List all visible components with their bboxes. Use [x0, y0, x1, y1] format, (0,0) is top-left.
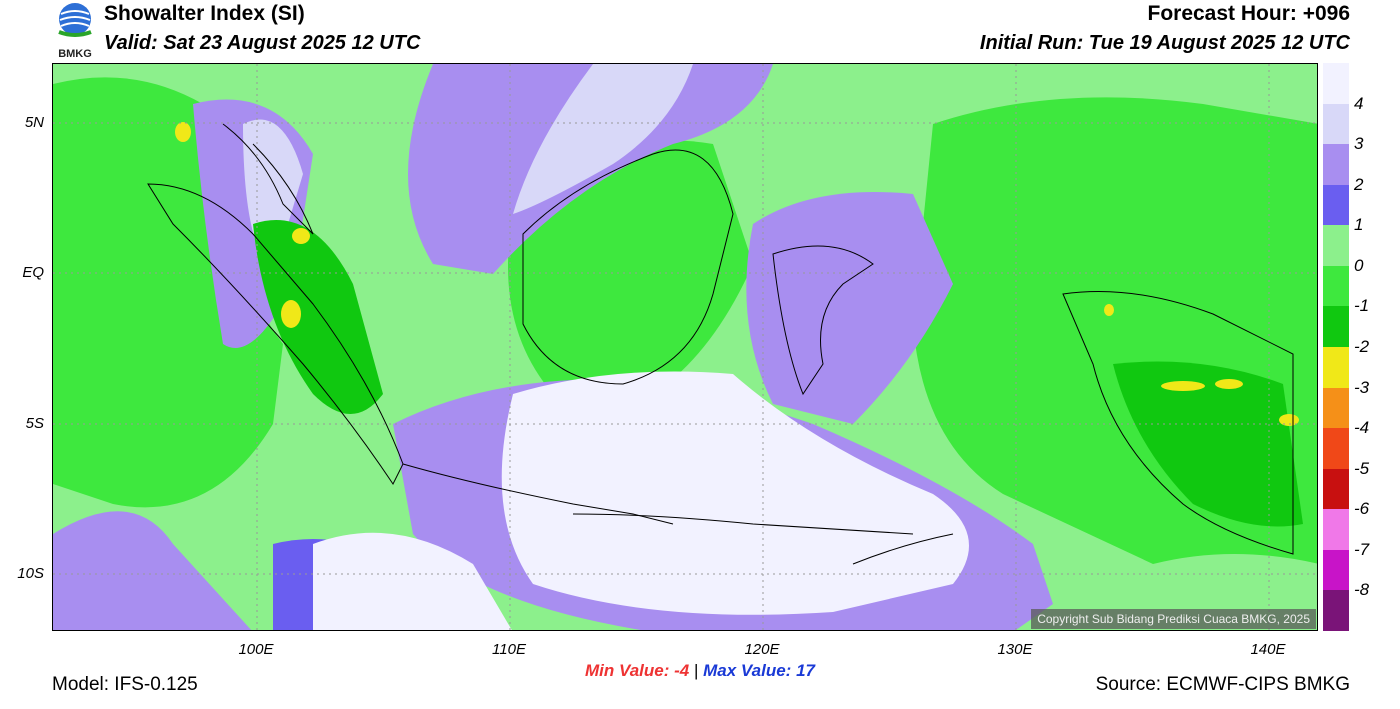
- yellow-pocket-1: [175, 122, 191, 142]
- colorbar-label: -2: [1354, 337, 1370, 356]
- colorbar-segment: [1323, 306, 1349, 348]
- white-region-south: [501, 371, 969, 615]
- coast-malay: [222, 123, 314, 235]
- colorbar-segment: [1323, 387, 1349, 429]
- coast-java: [402, 463, 674, 525]
- data-source: Source: ECMWF-CIPS BMKG: [1095, 674, 1350, 695]
- stats-separator: |: [693, 661, 699, 680]
- colorbar-segment: [1323, 184, 1349, 226]
- colorbar-segment: [1323, 509, 1349, 551]
- colorbar-segment: [1323, 144, 1349, 186]
- colorbar-label: -6: [1354, 499, 1370, 519]
- purple-band-indian-ocean: [53, 511, 252, 630]
- colorbar-label: -8: [1354, 580, 1370, 600]
- green-region-borneo: [508, 140, 753, 394]
- yellow-pocket-2: [292, 228, 310, 244]
- colorbar-label: -1: [1354, 296, 1370, 316]
- copyright-notice: Copyright Sub Bidang Prediksi Cuaca BMKG…: [1031, 609, 1316, 629]
- lat-label-5n: 5N: [24, 114, 44, 131]
- forecast-hour: Forecast Hour: +096: [1147, 2, 1351, 25]
- yellow-pocket-3: [281, 300, 301, 328]
- colorbar-segment: [1323, 468, 1349, 510]
- colorbar-segment: [1323, 549, 1349, 591]
- colorbar-label: 4: [1354, 93, 1364, 113]
- colorbar-segment: [1323, 590, 1349, 632]
- lat-label-5s: 5S: [25, 415, 44, 432]
- colorbar-label: -7: [1354, 539, 1370, 559]
- lon-label-100e: 100E: [238, 641, 274, 658]
- yellow-pocket-6: [1279, 414, 1299, 426]
- min-value: -4: [674, 661, 690, 680]
- max-value: 17: [796, 661, 815, 680]
- map-panel: [52, 63, 1318, 631]
- gridlines: [53, 64, 1317, 630]
- colorbar-segment: [1323, 225, 1349, 267]
- colorbar-label: 3: [1354, 134, 1364, 154]
- coast-sumatra: [147, 183, 404, 485]
- lon-label-120e: 120E: [744, 641, 780, 658]
- yellow-pocket-4: [1161, 381, 1205, 391]
- lon-label-110e: 110E: [492, 641, 526, 658]
- dark-green-papua: [1113, 361, 1303, 527]
- lon-label-140e: 140E: [1250, 641, 1286, 658]
- lat-label-eq: EQ: [22, 264, 44, 281]
- showalter-map: [53, 64, 1317, 630]
- model-name: Model: IFS-0.125: [52, 674, 198, 695]
- colorbar-segment: [1323, 63, 1349, 104]
- coast-timor: [852, 533, 954, 565]
- yellow-pocket-7: [1104, 304, 1114, 316]
- colorbar-segment: [1323, 347, 1349, 388]
- colorbar: [1323, 63, 1349, 632]
- coastlines: [147, 123, 1294, 565]
- coast-papua: [1062, 291, 1294, 555]
- logo-text: BMKG: [58, 48, 92, 60]
- yellow-pocket-5: [1215, 379, 1243, 389]
- min-max-values: Min Value: -4 | Max Value: 17: [0, 661, 1400, 681]
- coast-borneo: [522, 149, 734, 385]
- colorbar-label: -4: [1354, 418, 1370, 438]
- map-title: Showalter Index (SI): [104, 2, 305, 25]
- lon-label-130e: 130E: [997, 641, 1033, 658]
- colorbar-label: 1: [1354, 215, 1364, 235]
- lat-label-10s: 10S: [17, 565, 44, 582]
- initial-run: Initial Run: Tue 19 August 2025 12 UTC: [979, 32, 1350, 54]
- white-region-indian: [313, 532, 512, 630]
- colorbar-label: -3: [1354, 377, 1370, 397]
- purple-band-sulawesi: [746, 192, 953, 424]
- min-value-label: Min Value:: [585, 661, 670, 680]
- white-region-north: [513, 64, 693, 214]
- dark-green-sumatra: [253, 220, 383, 414]
- coast-sulawesi: [772, 245, 874, 396]
- bmkg-logo: BMKG: [52, 2, 98, 60]
- coast-nusa-tenggara: [572, 513, 914, 535]
- max-value-label: Max Value:: [703, 661, 792, 680]
- colorbar-label: 2: [1354, 174, 1364, 194]
- colorbar-label: 0: [1354, 255, 1364, 275]
- colorbar-segment: [1323, 428, 1349, 470]
- colorbar-segment: [1323, 265, 1349, 307]
- colorbar-label: -5: [1354, 458, 1370, 478]
- valid-time: Valid: Sat 23 August 2025 12 UTC: [104, 32, 421, 54]
- colorbar-segment: [1323, 103, 1349, 145]
